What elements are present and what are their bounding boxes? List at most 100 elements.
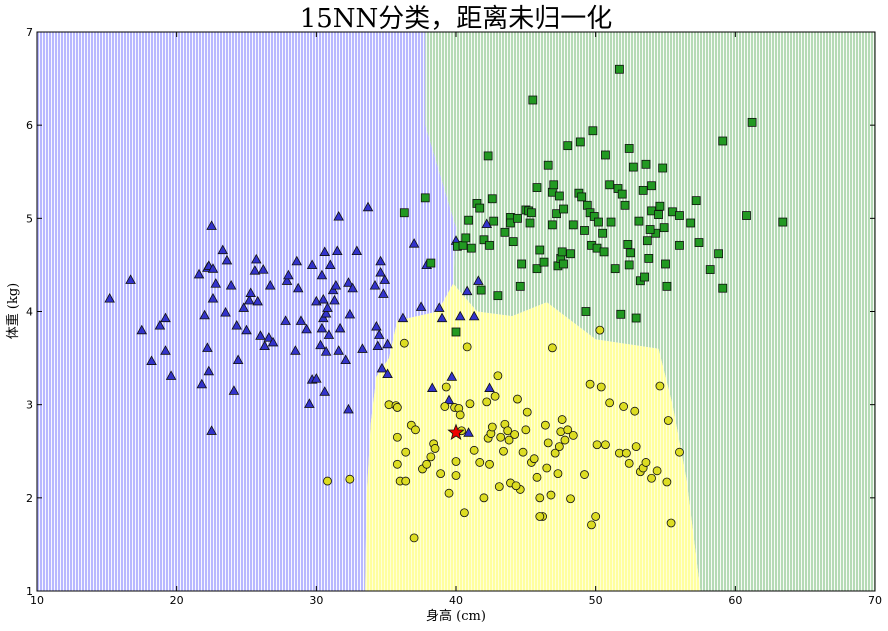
circle-point [543, 438, 553, 448]
circle-point [459, 508, 469, 518]
circle-point [547, 343, 557, 353]
square-point [644, 253, 654, 263]
square-point [549, 180, 559, 190]
circle-point [411, 425, 420, 435]
circle-point [631, 442, 641, 451]
triangle-point [347, 282, 358, 293]
triangle-point [484, 382, 495, 392]
square-point [623, 240, 633, 249]
square-point [631, 313, 641, 323]
triangle-point [154, 320, 166, 330]
triangle-point [318, 293, 329, 304]
triangle-point [415, 301, 427, 311]
square-point [658, 163, 668, 173]
triangle-point [325, 259, 336, 269]
square-point [525, 218, 535, 228]
y-axis-ticks: 1 2 3 4 5 6 7 [26, 26, 875, 598]
square-point [489, 216, 499, 226]
triangle-point [443, 394, 455, 405]
circle-point [392, 432, 402, 442]
triangle-point [362, 201, 374, 212]
circle-point [504, 435, 514, 445]
x-axis-label: 身高 (cm) [426, 608, 486, 624]
square-point [634, 216, 644, 226]
square-point [528, 95, 538, 105]
square-point [543, 160, 553, 170]
circle-point [511, 481, 521, 491]
y-tick-label: 5 [26, 212, 33, 225]
square-point [662, 281, 672, 291]
square-point [705, 265, 715, 274]
triangle-point [199, 309, 210, 320]
circle-point [568, 431, 578, 440]
square-point [659, 223, 669, 233]
triangle-point [481, 218, 493, 229]
square-point [620, 200, 630, 210]
square-point [461, 233, 471, 243]
x-tick-label: 60 [728, 594, 742, 607]
circle-point [503, 426, 513, 436]
square-point [483, 151, 493, 161]
triangle-point [259, 340, 270, 351]
triangle-point [304, 398, 315, 408]
y-tick-label: 7 [26, 26, 33, 39]
triangle-point [372, 340, 384, 351]
square-point [532, 183, 542, 192]
triangle-point [292, 282, 304, 293]
circle-point [323, 476, 332, 486]
triangle-point [225, 279, 237, 290]
triangle-point [280, 315, 291, 325]
square-point [580, 226, 589, 235]
triangle-point [104, 293, 115, 303]
square-point [594, 217, 603, 227]
circle-point [630, 406, 640, 416]
triangle-point [291, 255, 303, 266]
triangle-point [333, 211, 344, 221]
circle-point [401, 476, 411, 486]
triangle-point [207, 293, 219, 303]
square-point [661, 259, 670, 269]
triangle-point [446, 371, 458, 381]
square-point [582, 200, 592, 210]
square-point [557, 247, 567, 257]
circle-point [540, 420, 550, 430]
triangle-point [193, 268, 205, 279]
square-point [479, 235, 489, 245]
circle-point [522, 407, 532, 417]
square-point [638, 185, 648, 195]
square-point [714, 249, 723, 259]
square-point [513, 213, 522, 223]
triangle-point [436, 312, 448, 323]
square-point [577, 192, 587, 202]
square-point [601, 150, 610, 160]
square-point [563, 141, 573, 151]
decision-regions [37, 32, 875, 591]
circle-point [641, 458, 651, 467]
triangle-point [379, 274, 391, 284]
circle-point [469, 445, 479, 455]
circle-point [479, 493, 489, 503]
square-point [624, 260, 634, 270]
circle-point [518, 447, 528, 457]
square-point [642, 236, 652, 246]
triangle-point [382, 338, 393, 349]
triangle-point [249, 265, 261, 275]
square-point [464, 215, 473, 225]
square-point [575, 137, 585, 147]
square-point [476, 285, 486, 295]
triangle-point [206, 425, 217, 435]
square-point [718, 283, 728, 293]
x-tick-label: 10 [30, 594, 44, 607]
triangle-point [160, 312, 171, 323]
circle-point [493, 371, 503, 381]
circle-point [591, 512, 601, 521]
triangle-point [371, 320, 382, 331]
circle-point [557, 415, 567, 424]
circle-point [655, 381, 665, 391]
square-point [645, 225, 655, 234]
square-point [691, 196, 701, 206]
triangle-point [238, 302, 249, 312]
triangle-point [231, 320, 243, 330]
y-axis-label: 体重 (kg) [5, 283, 21, 339]
